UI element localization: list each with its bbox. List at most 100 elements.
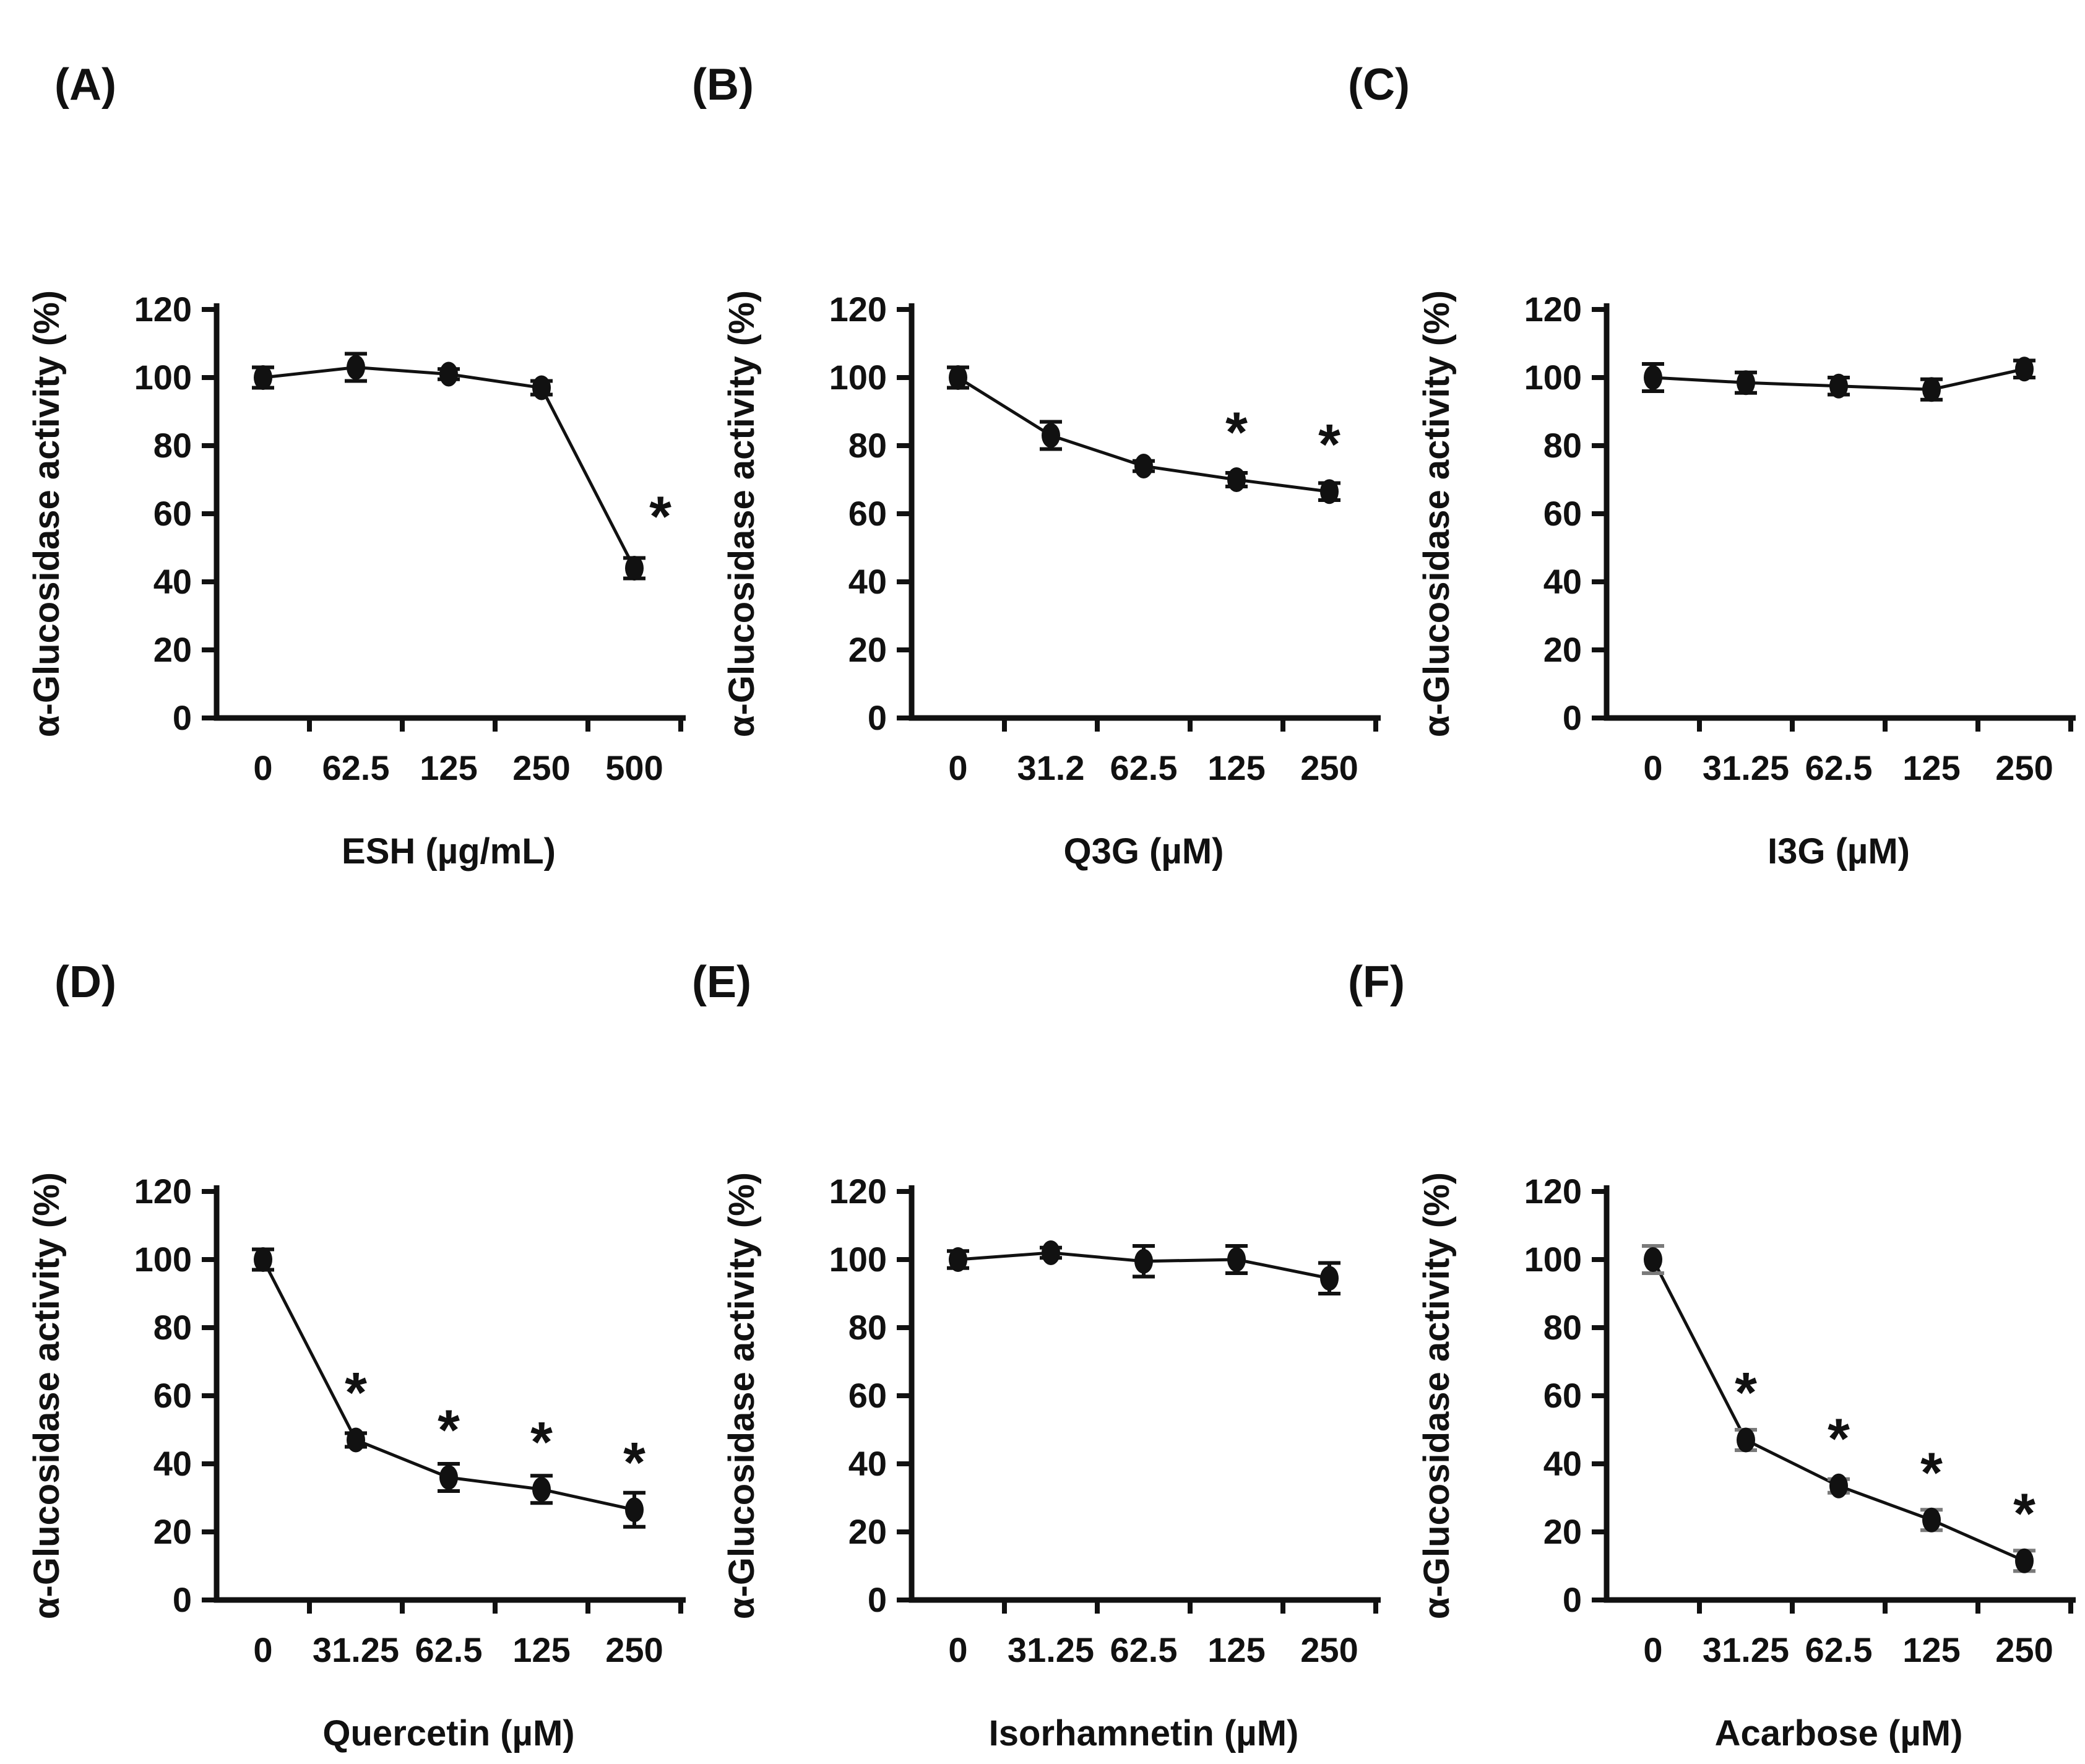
- significance-asterisk: *: [1318, 413, 1340, 476]
- x-tick-label: 0: [948, 748, 967, 787]
- chart-panel-F: 0 20 40 60 80 100 120 0 31.25 62.5 125 250 Acarbose …: [1417, 1172, 2076, 1753]
- x-tick-label: 62.5: [1805, 1630, 1873, 1669]
- y-axis-title: α-Glucosidase activity (%): [1417, 1172, 1457, 1619]
- significance-asterisk: *: [438, 1399, 460, 1462]
- significance-asterisk: *: [1828, 1407, 1850, 1471]
- y-tick-label: 60: [1543, 1376, 1582, 1415]
- significance-asterisk: *: [649, 485, 671, 548]
- data-point-marker: [532, 375, 551, 400]
- data-point-marker: [439, 361, 458, 387]
- data-point-marker: [254, 365, 272, 390]
- axes: [1604, 1185, 2076, 1603]
- y-tick-label: 120: [1524, 290, 1582, 329]
- x-tick-label: 0: [1643, 1630, 1662, 1669]
- y-tick-label: 100: [829, 358, 887, 397]
- y-tick-label: 80: [848, 1308, 887, 1347]
- chart-panel-B: 0 20 40 60 80 100 120 0 31.2 62.5 125 250 Q3G (µM) α-…: [722, 290, 1381, 871]
- x-tick-label: 31.25: [1703, 1630, 1789, 1669]
- y-tick-label: 120: [829, 1172, 887, 1211]
- x-axis-title: Quercetin (µM): [322, 1713, 574, 1753]
- x-tick-label: 31.2: [1017, 748, 1085, 787]
- data-point-marker: [1829, 373, 1848, 399]
- y-tick-label: 20: [848, 630, 887, 669]
- y-tick-label: 40: [1543, 562, 1582, 601]
- y-tick-label: 0: [173, 698, 192, 737]
- y-tick-label: 20: [848, 1512, 887, 1551]
- x-tick-label: 125: [1902, 748, 1960, 787]
- data-point-marker: [254, 1247, 272, 1272]
- data-point-marker: [1320, 479, 1339, 504]
- data-point-marker: [1042, 423, 1060, 448]
- data-point-marker: [1644, 1247, 1662, 1272]
- panel-letter-A: (A): [54, 60, 116, 110]
- x-axis-title: ESH (µg/mL): [342, 831, 556, 871]
- y-axis-title: α-Glucosidase activity (%): [27, 290, 67, 737]
- y-tick-label: 100: [134, 358, 192, 397]
- x-tick-label: 31.25: [1703, 748, 1789, 787]
- x-tick-label: 125: [1902, 1630, 1960, 1669]
- y-tick-label: 80: [153, 1308, 192, 1347]
- axes: [909, 303, 1381, 721]
- data-point-marker: [532, 1477, 551, 1502]
- significance-asterisk: *: [1920, 1442, 1943, 1505]
- y-tick-label: 80: [1543, 1308, 1582, 1347]
- panel-letter-F: (F): [1348, 958, 1405, 1007]
- y-tick-label: 40: [848, 1444, 887, 1483]
- x-tick-label: 62.5: [322, 748, 390, 787]
- y-tick-label: 40: [153, 1444, 192, 1483]
- x-tick-label: 125: [1207, 1630, 1265, 1669]
- y-tick-label: 120: [134, 290, 192, 329]
- y-tick-label: 80: [848, 426, 887, 465]
- y-tick-label: 0: [868, 1580, 887, 1619]
- data-point-marker: [625, 1497, 644, 1523]
- significance-asterisk: *: [623, 1431, 645, 1494]
- panel-letter-B: (B): [692, 60, 754, 110]
- data-point-marker: [1737, 1427, 1755, 1453]
- x-tick-label: 31.25: [313, 1630, 399, 1669]
- x-tick-label: 62.5: [1110, 748, 1178, 787]
- y-axis-title: α-Glucosidase activity (%): [722, 290, 762, 737]
- data-point-marker: [1829, 1473, 1848, 1498]
- chart-panel-C: 0 20 40 60 80 100 120 0 31.25 62.5 125 250 I3G (µM) α…: [1417, 290, 2076, 871]
- y-tick-label: 60: [153, 1376, 192, 1415]
- x-tick-label: 250: [1995, 748, 2053, 787]
- x-tick-label: 125: [512, 1630, 570, 1669]
- data-point-marker: [1134, 1248, 1153, 1274]
- data-point-marker: [625, 556, 644, 581]
- x-tick-label: 0: [253, 748, 272, 787]
- x-tick-label: 62.5: [1805, 748, 1873, 787]
- data-point-marker: [347, 1427, 365, 1453]
- axes: [1604, 303, 2076, 721]
- y-tick-label: 100: [1524, 358, 1582, 397]
- x-tick-label: 250: [1300, 748, 1358, 787]
- y-tick-label: 60: [848, 1376, 887, 1415]
- panel-letter-C: (C): [1348, 60, 1410, 110]
- y-tick-label: 100: [134, 1240, 192, 1279]
- data-point-marker: [949, 1247, 967, 1272]
- chart-panel-A: 0 20 40 60 80 100 120 0 62.5 125 250 500 ESH (µg/mL)…: [27, 290, 686, 871]
- chart-panel-E: 0 20 40 60 80 100 120 0 31.25 62.5 125 250 Isorhamne…: [722, 1172, 1381, 1753]
- y-tick-label: 100: [829, 1240, 887, 1279]
- y-tick-label: 80: [153, 426, 192, 465]
- panel-letter-E: (E): [692, 958, 751, 1007]
- data-point-marker: [347, 355, 365, 380]
- y-tick-label: 120: [1524, 1172, 1582, 1211]
- chart-panel-D: 0 20 40 60 80 100 120 0 31.25 62.5 125 250 Quercetin…: [27, 1172, 686, 1753]
- y-tick-label: 60: [153, 494, 192, 533]
- x-tick-label: 0: [253, 1630, 272, 1669]
- significance-asterisk: *: [2013, 1482, 2035, 1546]
- axes: [214, 1185, 686, 1603]
- y-tick-label: 120: [134, 1172, 192, 1211]
- data-point-marker: [2015, 357, 2034, 382]
- x-axis-title: Isorhamnetin (µM): [989, 1713, 1299, 1753]
- x-tick-label: 62.5: [415, 1630, 483, 1669]
- y-tick-label: 120: [829, 290, 887, 329]
- x-tick-label: 250: [512, 748, 570, 787]
- y-tick-label: 0: [1563, 1580, 1582, 1619]
- y-tick-label: 0: [868, 698, 887, 737]
- data-point-marker: [1227, 467, 1246, 492]
- data-point-marker: [949, 365, 967, 390]
- x-tick-label: 250: [605, 1630, 663, 1669]
- x-axis-title: Q3G (µM): [1064, 831, 1224, 871]
- y-tick-label: 20: [1543, 630, 1582, 669]
